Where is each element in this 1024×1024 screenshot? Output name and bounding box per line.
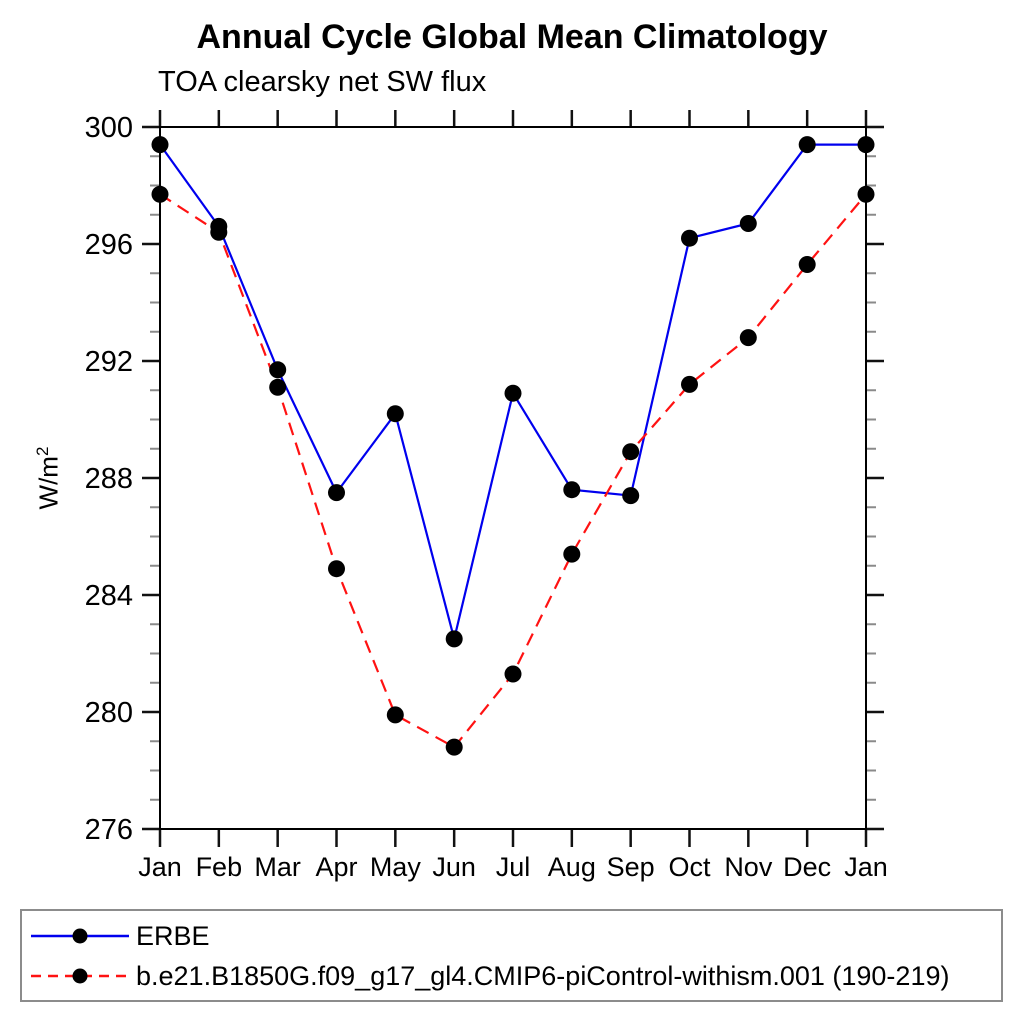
y-tick-label: 284 [85, 580, 133, 612]
legend-item-model: b.e21.B1850G.f09_g17_gl4.CMIP6-piControl… [30, 960, 950, 991]
data-point-series-1 [563, 545, 581, 563]
y-tick-label: 276 [85, 814, 133, 846]
y-tick-label: 280 [85, 697, 133, 729]
x-tick-label: Feb [196, 852, 243, 882]
legend-label-erbe: ERBE [136, 920, 210, 951]
y-tick-label: 292 [85, 346, 133, 378]
y-tick-label: 296 [85, 229, 133, 261]
data-point-series-0 [622, 487, 640, 505]
data-point-series-0 [445, 630, 463, 648]
legend-marker-dot [72, 968, 88, 984]
x-tick-label: Jun [432, 852, 476, 882]
series-line-1 [159, 193, 867, 749]
legend-label-model: b.e21.B1850G.f09_g17_gl4.CMIP6-piControl… [136, 960, 950, 991]
x-tick-label: Apr [315, 852, 357, 882]
data-point-series-0 [798, 136, 816, 154]
data-point-series-1 [798, 256, 816, 273]
y-tick-label: 288 [85, 463, 133, 495]
data-point-series-0 [269, 361, 287, 379]
y-tick-label: 300 [85, 112, 133, 144]
legend-line-sample-erbe [31, 928, 129, 944]
data-point-series-0 [151, 136, 169, 154]
x-tick-label: Sep [607, 852, 655, 882]
x-tick-label: Oct [668, 852, 711, 882]
data-point-series-1 [328, 560, 345, 578]
plot-svg: 276 280 284 288 292 296 300 Jan Feb Mar Apr May Jun J… [85, 110, 888, 882]
data-point-series-0 [563, 481, 581, 499]
data-point-series-1 [681, 375, 698, 393]
data-point-series-1 [386, 706, 404, 724]
data-point-series-1 [739, 329, 757, 347]
x-tick-label: Jul [496, 852, 531, 882]
x-tick-label: Aug [548, 852, 596, 882]
legend-item-erbe: ERBE [30, 920, 210, 951]
x-tick-label: Dec [783, 852, 831, 882]
data-point-series-1 [151, 185, 169, 203]
data-point-series-1 [504, 665, 522, 683]
data-point-series-1 [622, 443, 640, 461]
legend-line-sample-model [31, 968, 129, 984]
plot-frame [159, 126, 867, 830]
data-point-series-1 [210, 223, 228, 241]
chart-title: Annual Cycle Global Mean Climatology [196, 18, 828, 56]
data-point-series-0 [857, 136, 875, 154]
legend-marker-dot [72, 928, 88, 944]
data-point-series-0 [739, 215, 757, 232]
data-point-series-0 [681, 229, 698, 247]
data-point-series-1 [857, 185, 875, 203]
data-point-series-1 [445, 738, 463, 756]
data-point-series-0 [504, 384, 522, 402]
x-tick-label: Nov [724, 852, 773, 882]
data-point-series-0 [328, 484, 345, 502]
data-point-series-1 [269, 378, 287, 396]
x-tick-label: Jan [138, 852, 182, 882]
x-tick-label: Jan [844, 852, 888, 882]
legend: ERBE b.e21.B1850G.f09_g17_gl4.CMIP6-piCo… [20, 909, 1003, 1002]
x-tick-label: Mar [254, 852, 301, 882]
chart-subtitle: TOA clearsky net SW flux [158, 66, 487, 98]
data-point-series-0 [386, 405, 404, 423]
x-tick-label: May [370, 852, 422, 882]
